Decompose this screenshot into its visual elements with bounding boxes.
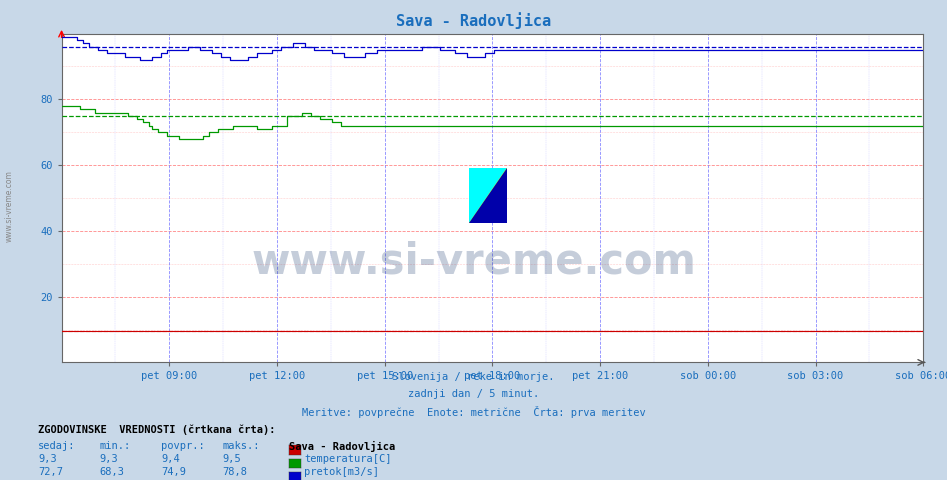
Text: Sava - Radovljica: Sava - Radovljica: [396, 12, 551, 29]
Text: Meritve: povprečne  Enote: metrične  Črta: prva meritev: Meritve: povprečne Enote: metrične Črta:…: [302, 406, 645, 418]
Text: sedaj:: sedaj:: [38, 441, 76, 451]
Text: 9,4: 9,4: [161, 454, 180, 464]
Text: 9,3: 9,3: [99, 454, 118, 464]
Text: www.si-vreme.com: www.si-vreme.com: [251, 240, 696, 282]
Text: 78,8: 78,8: [223, 467, 247, 477]
Text: pretok[m3/s]: pretok[m3/s]: [304, 467, 379, 477]
Text: 9,3: 9,3: [38, 454, 57, 464]
Text: min.:: min.:: [99, 441, 131, 451]
Polygon shape: [469, 168, 507, 223]
Text: Slovenija / reke in morje.: Slovenija / reke in morje.: [392, 372, 555, 382]
Text: Sava - Radovljica: Sava - Radovljica: [289, 441, 395, 452]
Text: 9,5: 9,5: [223, 454, 241, 464]
Text: www.si-vreme.com: www.si-vreme.com: [5, 170, 14, 242]
Text: temperatura[C]: temperatura[C]: [304, 454, 391, 464]
Text: zadnji dan / 5 minut.: zadnji dan / 5 minut.: [408, 389, 539, 399]
Text: ZGODOVINSKE  VREDNOSTI (črtkana črta):: ZGODOVINSKE VREDNOSTI (črtkana črta):: [38, 425, 276, 435]
Text: 74,9: 74,9: [161, 467, 186, 477]
Text: povpr.:: povpr.:: [161, 441, 205, 451]
Text: 68,3: 68,3: [99, 467, 124, 477]
Text: 72,7: 72,7: [38, 467, 63, 477]
Polygon shape: [469, 168, 507, 223]
Text: maks.:: maks.:: [223, 441, 260, 451]
